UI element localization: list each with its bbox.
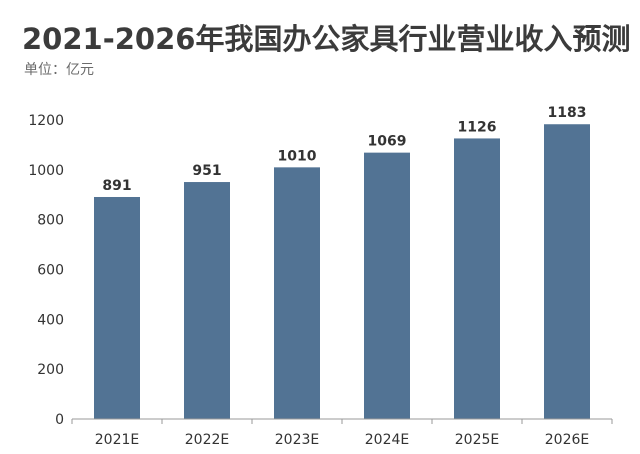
y-tick-label: 400 [37, 312, 64, 328]
bar-value-label: 1069 [368, 134, 407, 150]
x-tick-label: 2025E [455, 432, 499, 448]
x-tick-label: 2023E [275, 432, 319, 448]
y-tick-label: 1200 [28, 113, 64, 129]
bar-value-label: 891 [102, 178, 131, 194]
bar [274, 167, 320, 419]
bar-value-label: 1126 [458, 119, 497, 135]
x-tick-label: 2026E [545, 432, 589, 448]
bars [94, 124, 590, 419]
y-tick-label: 1000 [28, 163, 64, 179]
bar [454, 138, 500, 419]
bar [544, 124, 590, 419]
unit-label: 单位：亿元 [24, 62, 94, 78]
y-tick-label: 800 [37, 213, 64, 229]
bar [184, 182, 230, 419]
y-tick-label: 200 [37, 362, 64, 378]
y-tick-label: 600 [37, 263, 64, 279]
x-tick-label: 2024E [365, 432, 409, 448]
y-tick-label: 0 [55, 412, 64, 428]
bar [364, 152, 410, 419]
x-tick-label: 2021E [95, 432, 139, 448]
chart-title: 2021-2026年我国办公家具行业营业收入预测 [22, 22, 631, 56]
bar [94, 196, 140, 419]
bar-value-label: 951 [192, 163, 221, 179]
y-axis-ticks: 0 200 400 600 800 1000 1200 [28, 113, 64, 428]
x-tick-label: 2022E [185, 432, 229, 448]
bar-value-label: 1183 [548, 105, 587, 121]
value-labels: 891 951 1010 1069 1126 1183 [102, 105, 586, 194]
x-axis-ticks: 2021E 2022E 2023E 2024E 2025E 2026E [71, 419, 613, 448]
bar-value-label: 1010 [278, 148, 317, 164]
